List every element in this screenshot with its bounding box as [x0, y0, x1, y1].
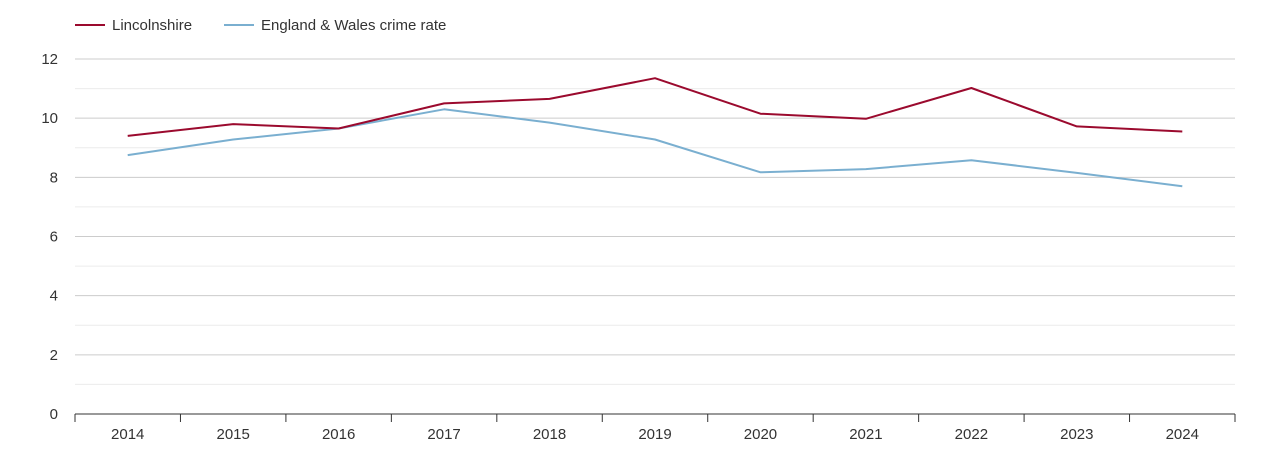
x-tick-label: 2015	[216, 426, 249, 443]
legend-label-england-wales: England & Wales crime rate	[261, 17, 446, 34]
x-tick-label: 2017	[427, 426, 460, 443]
y-tick-label: 8	[50, 169, 58, 186]
x-tick-label: 2019	[638, 426, 671, 443]
x-tick-label: 2016	[322, 426, 355, 443]
axes: 0 2 4 6 8 10 12 2014 2015 2016 2017 2018 2019 2020 202…	[41, 51, 1236, 443]
x-tick-label: 2020	[744, 426, 777, 443]
series-line-lincolnshire[interactable]	[127, 77, 1183, 137]
x-tick-label: 2014	[111, 426, 144, 443]
series-line-england-wales[interactable]	[127, 108, 1183, 188]
x-tick-label: 2024	[1166, 426, 1199, 443]
legend-item-england-wales[interactable]: England & Wales crime rate	[224, 17, 446, 34]
x-tick-label: 2023	[1060, 426, 1093, 443]
x-tick-label: 2022	[955, 426, 988, 443]
series-lines	[127, 77, 1183, 188]
legend-item-lincolnshire[interactable]: Lincolnshire	[75, 17, 192, 34]
y-tick-label: 2	[50, 347, 58, 364]
y-tick-label: 0	[50, 406, 58, 423]
y-tick-label: 12	[41, 51, 58, 68]
y-tick-label: 6	[50, 229, 58, 246]
legend: Lincolnshire England & Wales crime rate	[75, 17, 446, 34]
grid-lines	[75, 58, 1235, 385]
legend-label-lincolnshire: Lincolnshire	[112, 17, 192, 34]
y-tick-label: 4	[50, 288, 58, 305]
y-tick-label: 10	[41, 110, 58, 127]
x-tick-label: 2018	[533, 426, 566, 443]
x-tick-label: 2021	[849, 426, 882, 443]
